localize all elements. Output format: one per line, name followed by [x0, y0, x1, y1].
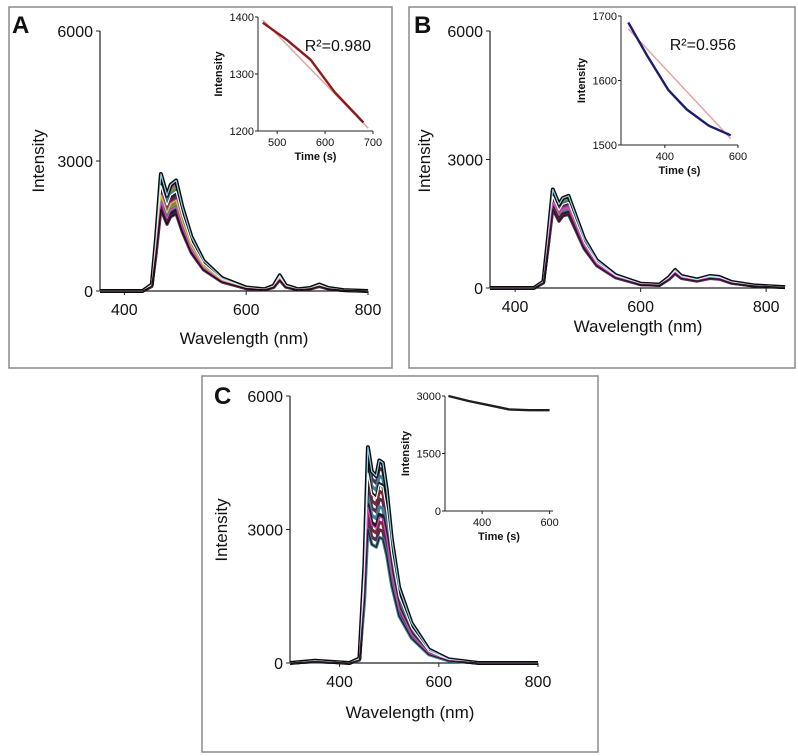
spectrum-series-line	[100, 208, 369, 292]
y-axis-title: Intensity	[415, 129, 434, 193]
x-tick-label: 800	[355, 302, 382, 319]
x-tick-label: 400	[326, 674, 353, 691]
x-axis-title: Wavelength (nm)	[574, 317, 703, 336]
r-squared-annotation: R²=0.980	[305, 38, 371, 55]
inset-x-axis-title: Time (s)	[478, 531, 520, 543]
x-tick-label: 800	[525, 674, 552, 691]
y-tick-label: 0	[474, 281, 483, 298]
inset-y-tick-label: 1500	[593, 140, 617, 152]
spectrum-series-line	[490, 208, 786, 289]
inset-chart: 1500 1600 1700 400 600 Time (s) Intensity R²=0.…	[576, 11, 747, 177]
inset-y-tick-label: 1700	[593, 11, 617, 23]
inset-x-tick-label: 400	[656, 151, 674, 163]
inset-x-tick-label: 600	[540, 517, 558, 529]
y-axis-title: Intensity	[29, 129, 48, 193]
inset-x-tick-label: 400	[473, 517, 491, 529]
x-axis-title: Wavelength (nm)	[180, 329, 309, 348]
inset-x-tick-label: 700	[364, 137, 382, 149]
panel-b: B 0 3000 6000 400 600 800 Wavelength (nm) Intens…	[408, 6, 796, 369]
panel-label: A	[12, 12, 29, 39]
inset-y-axis-title: Intensity	[576, 57, 588, 103]
inset-y-tick-label: 1400	[230, 12, 254, 24]
x-tick-label: 400	[111, 302, 138, 319]
inset-background	[621, 16, 738, 145]
inset-background	[445, 396, 553, 511]
y-tick-label: 3000	[57, 154, 93, 171]
x-tick-label: 400	[502, 299, 529, 316]
y-tick-label: 0	[84, 284, 93, 301]
inset-y-tick-label: 1200	[230, 126, 254, 138]
y-axis-title: Intensity	[212, 498, 231, 562]
inset-x-axis-title: Time (s)	[659, 165, 701, 177]
inset-y-tick-label: 1600	[593, 76, 617, 88]
y-tick-label: 3000	[447, 153, 483, 170]
inset-x-tick-label: 600	[316, 137, 334, 149]
x-tick-label: 600	[233, 302, 260, 319]
inset-data-line	[627, 21, 732, 137]
spectrum-series-line	[490, 188, 786, 289]
x-tick-label: 600	[627, 299, 654, 316]
panel-a: A 0 3000 6000 400 600 800 Wavelength (nm) Intens…	[8, 6, 393, 369]
inset-data-line	[448, 394, 550, 412]
inset-chart: 1200 1300 1400 500 600 700 Time (s) Intensity R²…	[213, 12, 382, 163]
x-tick-label: 600	[425, 674, 452, 691]
spectrum-series-line	[289, 528, 538, 664]
y-tick-label: 6000	[247, 389, 283, 406]
y-tick-label: 3000	[247, 523, 283, 540]
x-axis-title: Wavelength (nm)	[346, 703, 475, 722]
inset-x-axis-title: Time (s)	[295, 151, 337, 163]
inset-chart: 0 1500 3000 400 600 Time (s) Intensity	[400, 391, 559, 543]
r-squared-annotation: R²=0.956	[670, 37, 736, 54]
inset-y-tick-label: 3000	[417, 391, 441, 403]
y-tick-label: 6000	[447, 24, 483, 41]
x-tick-label: 800	[753, 299, 780, 316]
y-tick-label: 6000	[57, 24, 93, 41]
spectrum-series-line	[490, 201, 786, 289]
panel-label: C	[214, 383, 231, 410]
panel-label: B	[414, 12, 431, 39]
inset-y-tick-label: 1500	[417, 449, 441, 461]
inset-fit-line	[627, 28, 732, 140]
inset-y-tick-label: 0	[435, 506, 441, 518]
inset-x-tick-label: 600	[729, 151, 747, 163]
inset-data-line	[262, 21, 365, 124]
inset-y-axis-title: Intensity	[213, 51, 225, 97]
inset-y-tick-label: 1300	[230, 69, 254, 81]
inset-y-axis-title: Intensity	[400, 430, 412, 476]
inset-x-tick-label: 500	[268, 137, 286, 149]
y-tick-label: 0	[274, 656, 283, 673]
